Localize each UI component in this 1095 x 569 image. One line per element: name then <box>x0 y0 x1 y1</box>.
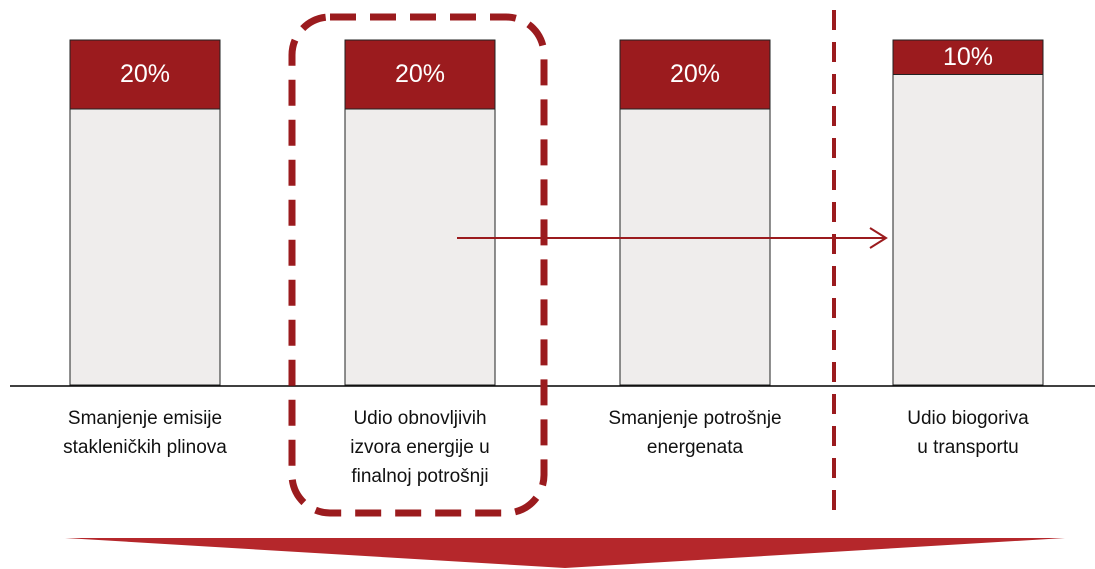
bar-segment <box>69 108 221 386</box>
category-label: Udio obnovljivih izvora energije u final… <box>350 408 490 487</box>
category-label: Smanjenje emisije stakleničkih plinova <box>63 408 227 458</box>
bar-segment <box>619 39 771 110</box>
bottom-arrow <box>65 538 1065 568</box>
bar-segment <box>344 108 496 386</box>
category-label: Udio biogoriva u transportu <box>907 408 1029 458</box>
value-label: 20% <box>395 60 445 88</box>
bars: 20% 20% 20% 10% <box>69 39 1044 386</box>
highlight-box <box>288 13 548 517</box>
bar-segment <box>892 39 1044 75</box>
bar-segment <box>344 39 496 110</box>
value-label: 10% <box>943 43 993 71</box>
bar-segment <box>892 74 1044 386</box>
bar-segment <box>69 39 221 110</box>
value-label: 20% <box>120 60 170 88</box>
bar-segment <box>619 108 771 386</box>
category-label: Smanjenje potrošnje energenata <box>608 408 782 458</box>
value-label: 20% <box>670 60 720 88</box>
arrow-head <box>869 227 888 249</box>
